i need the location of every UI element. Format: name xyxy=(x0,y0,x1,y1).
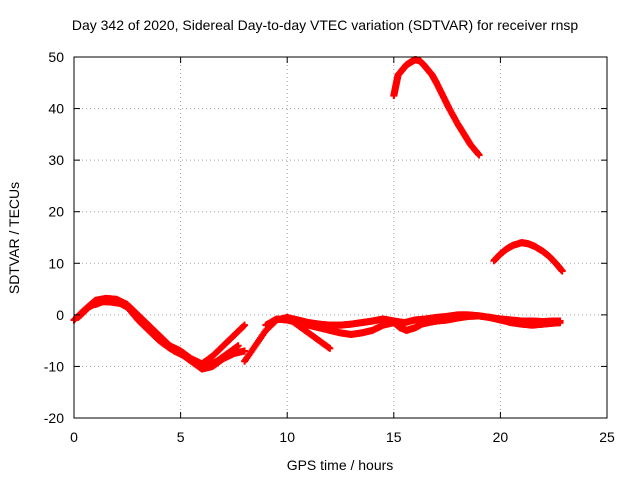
plus-marker xyxy=(241,347,249,355)
plus-marker xyxy=(326,344,334,352)
y-tick-label: -10 xyxy=(44,358,64,374)
series-arc-8 xyxy=(390,56,483,159)
plot-frame xyxy=(73,56,608,419)
plus-marker xyxy=(239,322,247,330)
data-points xyxy=(70,56,566,373)
y-tick-label: 50 xyxy=(48,49,64,65)
y-tick-label: 30 xyxy=(48,152,64,168)
x-tick-label: 0 xyxy=(70,429,78,445)
x-tick-label: 20 xyxy=(493,429,509,445)
plus-marker xyxy=(558,267,566,275)
y-axis-label: SDTVAR / TECUs xyxy=(6,182,22,294)
x-axis-label: GPS time / hours xyxy=(287,457,394,473)
x-tick-label: 15 xyxy=(386,429,402,445)
y-tick-label: 0 xyxy=(56,307,64,323)
y-tick-label: 40 xyxy=(48,101,64,117)
x-tick-label: 25 xyxy=(599,429,615,445)
gridlines xyxy=(74,57,607,418)
x-tick-label: 10 xyxy=(279,429,295,445)
series-arc-9 xyxy=(490,239,566,275)
y-tick-label: -20 xyxy=(44,410,64,426)
series-arc-3 xyxy=(91,296,249,373)
y-tick-label: 20 xyxy=(48,204,64,220)
plus-marker xyxy=(234,342,242,350)
y-tick-label: 10 xyxy=(48,255,64,271)
plus-marker xyxy=(241,321,249,329)
axis-ticks: 0 5 10 15 20 25 -20 -10 0 10 20 30 40 50 xyxy=(44,49,615,445)
plus-marker xyxy=(475,151,483,159)
x-tick-label: 5 xyxy=(177,429,185,445)
chart-title: Day 342 of 2020, Sidereal Day-to-day VTE… xyxy=(72,17,578,33)
plus-marker xyxy=(556,319,564,327)
series-arc-7 xyxy=(379,312,564,334)
